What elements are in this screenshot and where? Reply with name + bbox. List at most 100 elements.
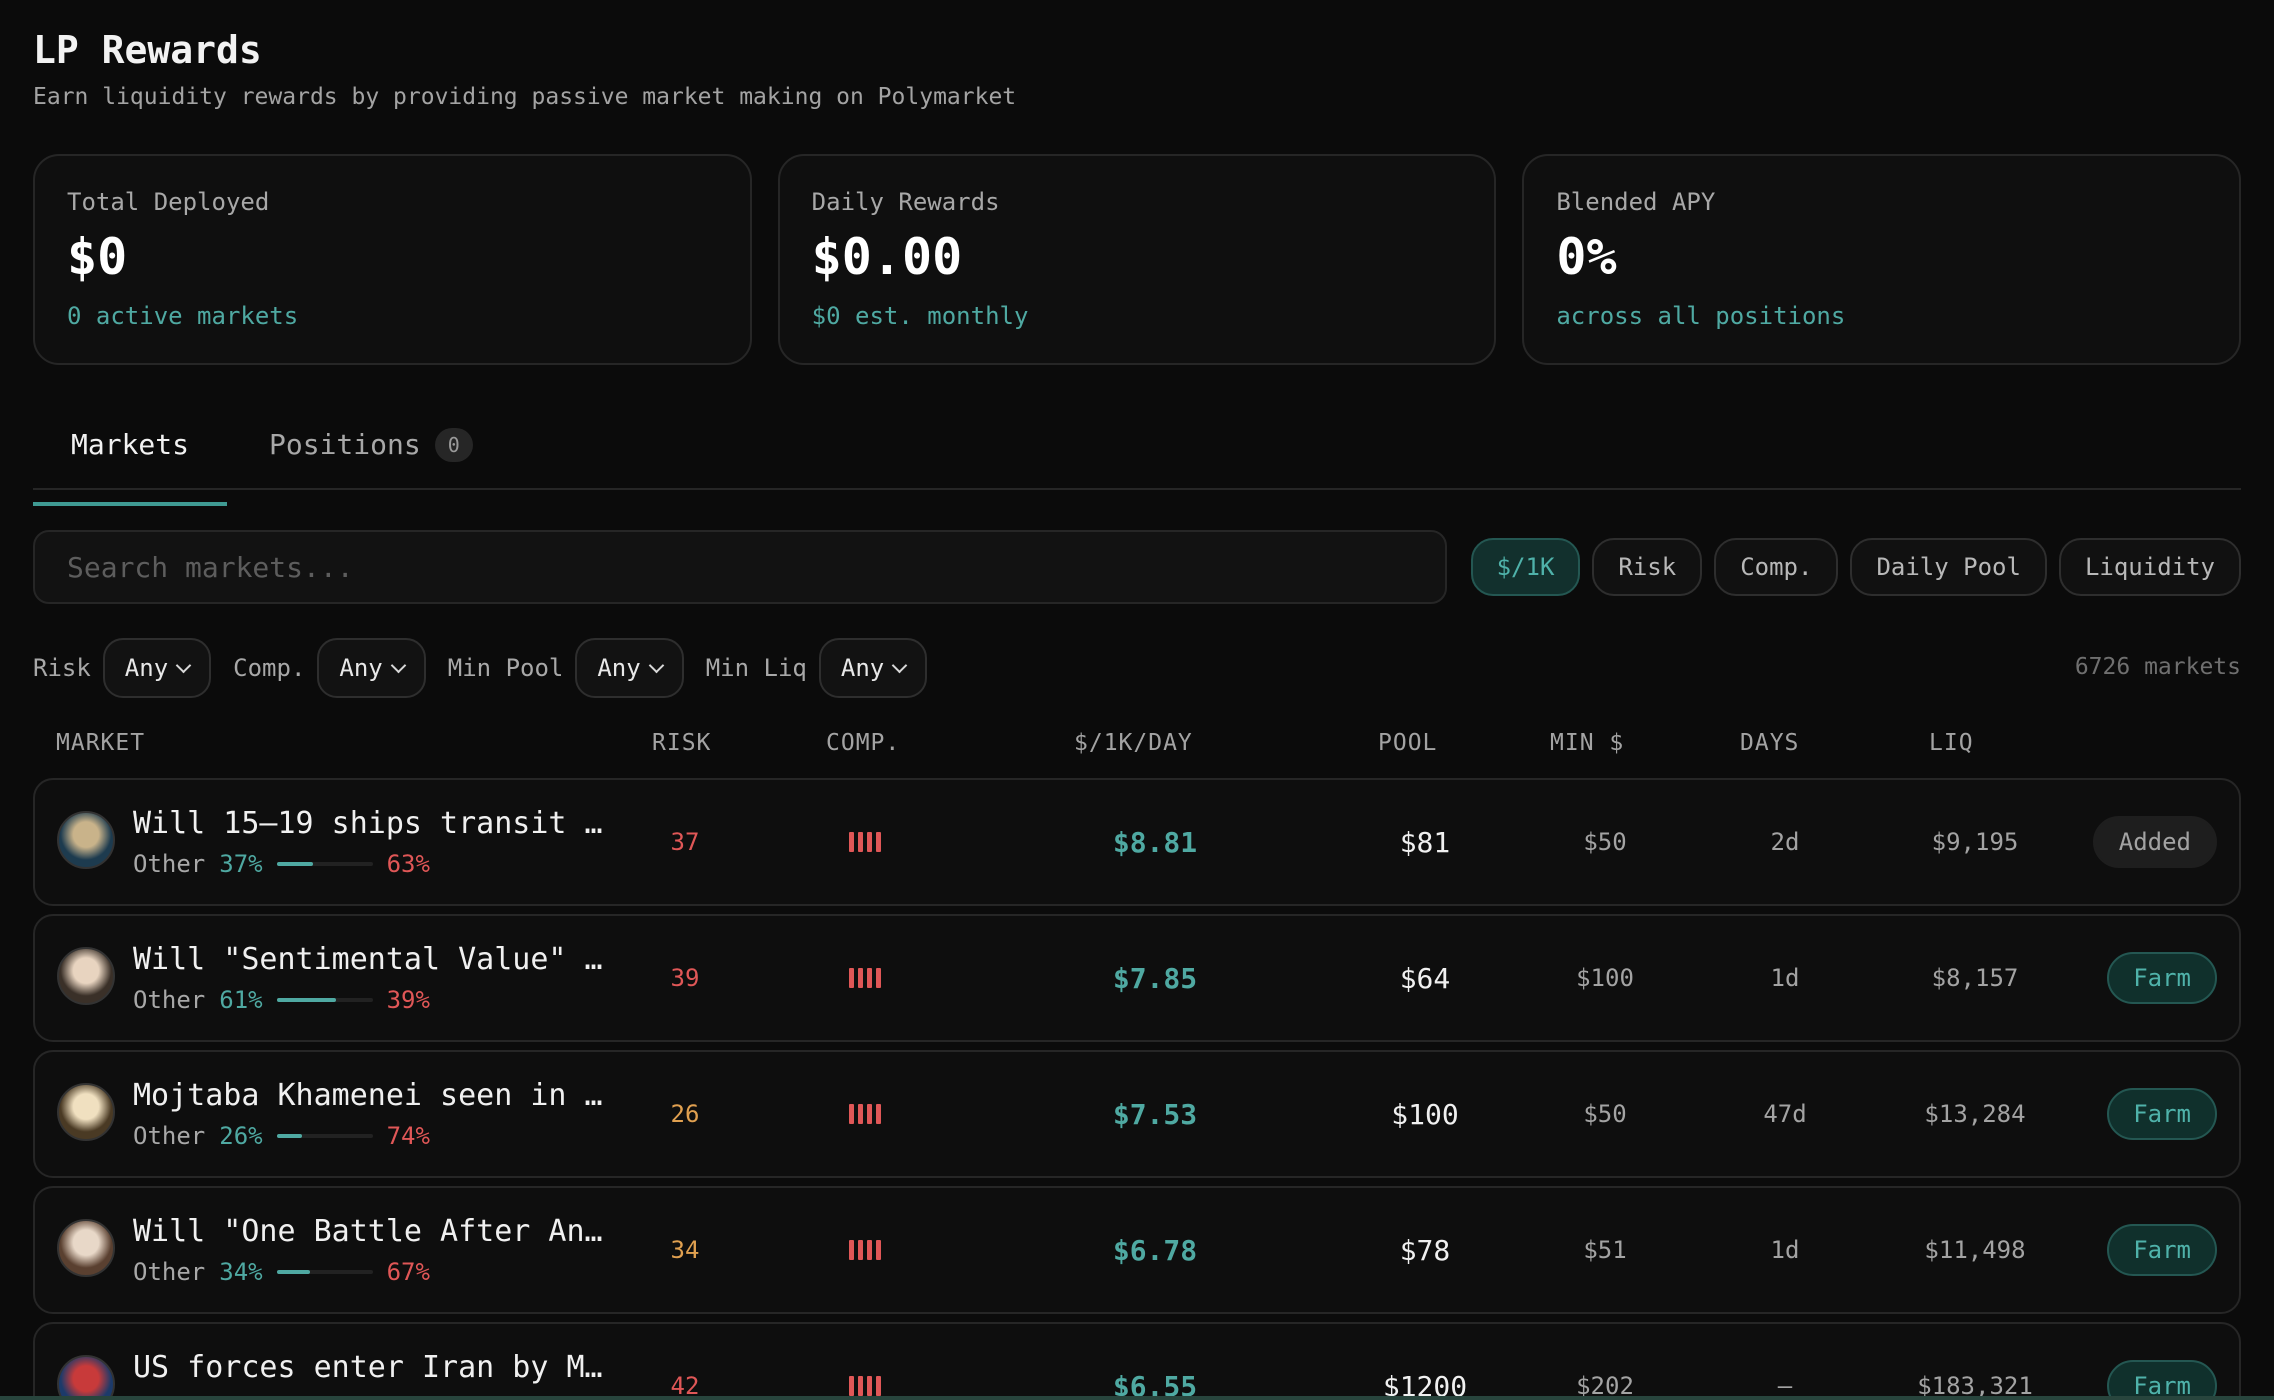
risk-value: 39 (670, 964, 700, 992)
bottom-strip (0, 1396, 2274, 1400)
stat-value: $0 (67, 228, 128, 286)
sort-daily-pool-button[interactable]: Daily Pool (1850, 538, 2047, 596)
column-header-rate[interactable]: $/1K/DAY (1074, 730, 1193, 756)
rate-cell: $7.85 (1065, 916, 1245, 1040)
tab-markets[interactable]: Markets (33, 428, 228, 506)
table-row[interactable]: US forces enter Iran by M… Other 42 $6.5… (33, 1322, 2241, 1400)
outcome-bar-fill (276, 998, 336, 1002)
page-title: LP Rewards (33, 28, 262, 72)
search-input[interactable] (67, 550, 1413, 584)
market-outcome-summary: Other 37% 63% (133, 850, 430, 878)
chevron-down-icon (175, 657, 192, 673)
market-outcome-summary: Other 34% 67% (133, 1258, 430, 1286)
sort-liquidity-button[interactable]: Liquidity (2058, 538, 2241, 596)
column-header-pool[interactable]: POOL (1378, 730, 1438, 756)
risk-value: 42 (670, 1372, 700, 1400)
competition-bars-icon (849, 832, 881, 852)
table-header: MARKET RISK COMP. $/1K/DAY POOL MIN $ DA… (33, 730, 2241, 760)
comp-filter-select[interactable]: Any (317, 638, 426, 698)
table-row[interactable]: Will "One Battle After An… Other 34% 67%… (33, 1186, 2241, 1314)
days-cell: 1d (1725, 1188, 1845, 1312)
liq-cell: $183,321 (1895, 1324, 2055, 1400)
farm-button[interactable]: Farm (2107, 1224, 2217, 1276)
min-cell: $202 (1535, 1324, 1675, 1400)
action-cell: Farm (2107, 916, 2217, 1040)
no-percent: 67% (386, 1258, 430, 1286)
pool-cell: $1200 (1355, 1324, 1495, 1400)
liq-value: $11,498 (1924, 1236, 2026, 1264)
sort-rate-button[interactable]: $/1K (1470, 538, 1581, 596)
min-liq-filter-select[interactable]: Any (818, 638, 928, 698)
risk-filter-select[interactable]: Any (102, 638, 212, 698)
rate-cell: $8.81 (1065, 780, 1245, 904)
column-header-risk[interactable]: RISK (652, 730, 712, 756)
min-value: $202 (1576, 1372, 1634, 1400)
column-header-market[interactable]: MARKET (56, 730, 146, 756)
yes-percent: 26% (219, 1122, 263, 1150)
market-category: Other (133, 1122, 206, 1150)
market-name[interactable]: US forces enter Iran by M… (133, 1350, 603, 1385)
action-cell: Added (2092, 780, 2217, 904)
competition-cell (825, 780, 905, 904)
stat-label: Blended APY (1556, 188, 1716, 216)
risk-cell: 42 (645, 1324, 725, 1400)
market-category: Other (133, 850, 206, 878)
yes-percent: 61% (219, 986, 263, 1014)
days-cell: 1d (1725, 916, 1845, 1040)
risk-cell: 26 (645, 1052, 725, 1176)
outcome-bar (276, 1270, 373, 1274)
market-avatar (57, 811, 115, 869)
competition-bars-icon (849, 1376, 881, 1396)
comp-filter-label: Comp. (233, 654, 306, 682)
market-name[interactable]: Mojtaba Khamenei seen in … (133, 1078, 603, 1113)
risk-value: 37 (670, 828, 700, 856)
tab-bar: Markets Positions 0 (33, 412, 2241, 506)
farm-button[interactable]: Farm (2107, 1360, 2217, 1400)
competition-bars-icon (849, 1240, 881, 1260)
column-header-comp[interactable]: COMP. (826, 730, 901, 756)
column-header-min[interactable]: MIN $ (1550, 730, 1625, 756)
rate-cell: $7.53 (1065, 1052, 1245, 1176)
days-value: 2d (1770, 828, 1800, 856)
farm-button[interactable]: Farm (2107, 1088, 2217, 1140)
tab-positions[interactable]: Positions 0 (231, 428, 511, 490)
competition-bars-icon (849, 968, 881, 988)
filter-bar: Risk Any Comp. Any Min Pool Any Min Liq … (33, 638, 949, 698)
days-cell: – (1725, 1324, 1845, 1400)
no-percent: 74% (386, 1122, 430, 1150)
stat-card-blended-apy: Blended APY 0% across all positions (1522, 154, 2242, 365)
sort-comp-button[interactable]: Comp. (1714, 538, 1839, 596)
min-cell: $51 (1535, 1188, 1675, 1312)
market-name[interactable]: Will 15–19 ships transit … (133, 806, 603, 841)
outcome-bar-fill (276, 1134, 302, 1138)
market-name[interactable]: Will "One Battle After An… (133, 1214, 603, 1249)
table-row[interactable]: Mojtaba Khamenei seen in … Other 26% 74%… (33, 1050, 2241, 1178)
column-header-days[interactable]: DAYS (1740, 730, 1800, 756)
liq-value: $13,284 (1924, 1100, 2026, 1128)
market-outcome-summary: Other 26% 74% (133, 1122, 430, 1150)
min-value: $100 (1576, 964, 1634, 992)
positions-count-badge: 0 (434, 428, 473, 462)
days-value: 1d (1770, 1236, 1800, 1264)
added-button[interactable]: Added (2092, 816, 2217, 868)
tab-markets-label: Markets (71, 428, 190, 461)
rate-value: $7.85 (1112, 961, 1198, 995)
table-row[interactable]: Will 15–19 ships transit … Other 37% 63%… (33, 778, 2241, 906)
table-row[interactable]: Will "Sentimental Value" … Other 61% 39%… (33, 914, 2241, 1042)
farm-button[interactable]: Farm (2107, 952, 2217, 1004)
market-count: 6726 markets (2074, 654, 2241, 680)
sort-risk-button[interactable]: Risk (1592, 538, 1703, 596)
column-header-liq[interactable]: LIQ (1929, 730, 1974, 756)
yes-percent: 37% (219, 850, 263, 878)
action-cell: Farm (2107, 1188, 2217, 1312)
market-category: Other (133, 986, 206, 1014)
risk-cell: 37 (645, 780, 725, 904)
risk-cell: 34 (645, 1188, 725, 1312)
market-name[interactable]: Will "Sentimental Value" … (133, 942, 603, 977)
pool-value: $64 (1399, 961, 1451, 995)
market-avatar (57, 1083, 115, 1141)
min-pool-filter-select[interactable]: Any (575, 638, 684, 698)
stat-label: Daily Rewards (811, 188, 1000, 216)
stat-subtext: $0 est. monthly (811, 302, 1029, 330)
pool-value: $78 (1399, 1233, 1451, 1267)
